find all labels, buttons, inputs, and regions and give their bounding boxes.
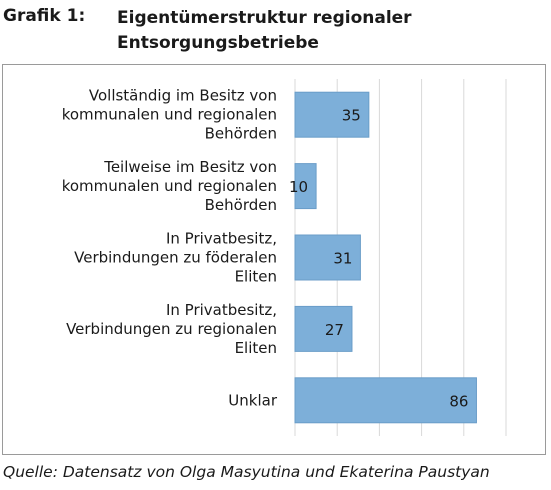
bar <box>294 163 317 210</box>
bar <box>294 377 477 424</box>
chart-title: Eigentümerstruktur regionaler Entsorgung… <box>117 6 537 56</box>
bar <box>294 305 353 352</box>
category-label: Teilweise im Besitz von kommunalen und re… <box>62 158 277 214</box>
category-label-line: In Privatbesitz, <box>166 230 277 248</box>
category-label: In Privatbesitz, Verbindungen zu föderale… <box>74 230 277 286</box>
category-label-line: Vollständig im Besitz von <box>89 87 277 105</box>
category-label-line: Unklar <box>228 391 278 409</box>
category-label-line: In Privatbesitz, <box>166 301 277 319</box>
bar <box>294 91 370 138</box>
category-label-line: kommunalen und regionalen <box>62 177 277 195</box>
figure-label: Grafik 1: <box>3 6 86 26</box>
category-label-line: kommunalen und regionalen <box>62 106 277 124</box>
category-label: Unklar <box>228 391 278 409</box>
data-label: 35 <box>342 107 361 125</box>
category-label-line: Verbindungen zu föderalen <box>74 249 277 267</box>
chart-title-line-2: Entsorgungsbetriebe <box>117 33 319 53</box>
category-label-line: Behörden <box>205 125 277 143</box>
category-label-line: Eliten <box>235 268 277 286</box>
category-label: In Privatbesitz, Verbindungen zu regional… <box>66 301 277 357</box>
figure-header: Grafik 1: Eigentümerstruktur regionaler … <box>3 6 548 62</box>
category-label: Vollständig im Besitz von kommunalen und … <box>62 87 277 143</box>
data-label: 10 <box>289 178 308 196</box>
data-label: 31 <box>333 250 352 268</box>
source-note: Quelle: Datensatz von Olga Masyutina und… <box>3 463 490 481</box>
data-label: 27 <box>325 321 344 339</box>
chart-frame: 35 Vollständig im Besitz von kommunalen un… <box>2 64 546 455</box>
category-label-line: Teilweise im Besitz von <box>103 158 277 176</box>
category-label-line: Behörden <box>205 196 277 214</box>
category-label-line: Verbindungen zu regionalen <box>66 320 277 338</box>
data-label: 86 <box>449 392 468 410</box>
category-label-line: Eliten <box>235 339 277 357</box>
bar <box>294 234 361 281</box>
chart-title-line-1: Eigentümerstruktur regionaler <box>117 8 412 28</box>
